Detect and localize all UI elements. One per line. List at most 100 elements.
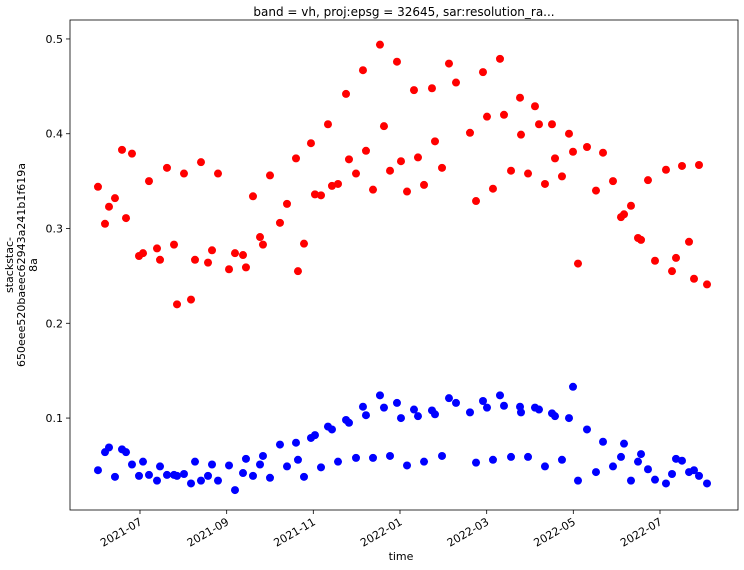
point xyxy=(608,462,617,471)
point xyxy=(144,177,153,186)
point xyxy=(258,451,267,460)
point xyxy=(452,78,461,87)
point xyxy=(334,179,343,188)
point xyxy=(482,112,491,121)
point xyxy=(275,218,284,227)
point xyxy=(591,186,600,195)
chart-title: band = vh, proj:epsg = 32645, sar:resolu… xyxy=(253,5,554,19)
point xyxy=(427,84,436,93)
point xyxy=(409,86,418,95)
point xyxy=(156,462,165,471)
point xyxy=(620,210,629,219)
point xyxy=(317,463,326,472)
point xyxy=(564,129,573,138)
point xyxy=(375,391,384,400)
point xyxy=(93,182,102,191)
y-axis-label: stackstac- 650eee520baeec62943a241b1f619a… xyxy=(3,163,40,367)
point xyxy=(187,295,196,304)
point xyxy=(608,177,617,186)
point xyxy=(225,265,234,274)
point xyxy=(256,460,265,469)
point xyxy=(386,451,395,460)
point xyxy=(599,148,608,157)
point xyxy=(599,437,608,446)
point xyxy=(547,120,556,129)
point xyxy=(352,453,361,462)
point xyxy=(409,405,418,414)
point xyxy=(122,448,131,457)
point xyxy=(379,122,388,131)
point xyxy=(327,181,336,190)
y-axis-label-line: 8a xyxy=(27,258,40,272)
point xyxy=(204,258,213,267)
point xyxy=(173,300,182,309)
point xyxy=(191,457,200,466)
point xyxy=(156,255,165,264)
point xyxy=(651,475,660,484)
point xyxy=(651,256,660,265)
point xyxy=(420,180,429,189)
point xyxy=(293,267,302,276)
point xyxy=(179,169,188,178)
y-tick-label: 0.4 xyxy=(46,128,64,141)
point xyxy=(403,187,412,196)
y-tick-label: 0.3 xyxy=(46,223,64,236)
point xyxy=(187,479,196,488)
point xyxy=(93,466,102,475)
point xyxy=(196,158,205,167)
point xyxy=(499,401,508,410)
point xyxy=(557,172,566,181)
point xyxy=(248,192,257,201)
point xyxy=(152,476,161,485)
point xyxy=(626,201,635,210)
point xyxy=(241,263,250,272)
point xyxy=(379,403,388,412)
plot-frame xyxy=(69,19,739,511)
point xyxy=(488,184,497,193)
point xyxy=(573,259,582,268)
point xyxy=(386,166,395,175)
point xyxy=(524,169,533,178)
point xyxy=(118,145,127,154)
point xyxy=(208,246,217,255)
point xyxy=(396,414,405,423)
point xyxy=(369,185,378,194)
point xyxy=(551,412,560,421)
point xyxy=(310,431,319,440)
x-axis-label: time xyxy=(389,550,414,563)
point xyxy=(668,469,677,478)
point xyxy=(191,255,200,264)
y-tick-label: 0.1 xyxy=(46,412,64,425)
point xyxy=(265,171,274,180)
point xyxy=(540,462,549,471)
point xyxy=(637,450,646,459)
point xyxy=(256,233,265,242)
point xyxy=(438,163,447,172)
point xyxy=(540,179,549,188)
point xyxy=(392,57,401,66)
y-axis-label-line: 650eee520baeec62943a241b1f619a xyxy=(15,163,28,367)
point xyxy=(291,154,300,163)
point xyxy=(162,163,171,172)
point xyxy=(323,120,332,129)
point xyxy=(444,394,453,403)
point xyxy=(300,239,309,248)
point xyxy=(230,486,239,495)
point xyxy=(413,153,422,162)
point xyxy=(564,414,573,423)
point xyxy=(524,452,533,461)
point xyxy=(668,267,677,276)
point xyxy=(293,455,302,464)
point xyxy=(690,274,699,283)
point xyxy=(396,157,405,166)
y-axis-label-line: stackstac- xyxy=(3,237,16,293)
point xyxy=(495,54,504,63)
point xyxy=(557,455,566,464)
point xyxy=(241,454,250,463)
point xyxy=(239,251,248,260)
point xyxy=(334,457,343,466)
point xyxy=(703,479,712,488)
point xyxy=(282,462,291,471)
